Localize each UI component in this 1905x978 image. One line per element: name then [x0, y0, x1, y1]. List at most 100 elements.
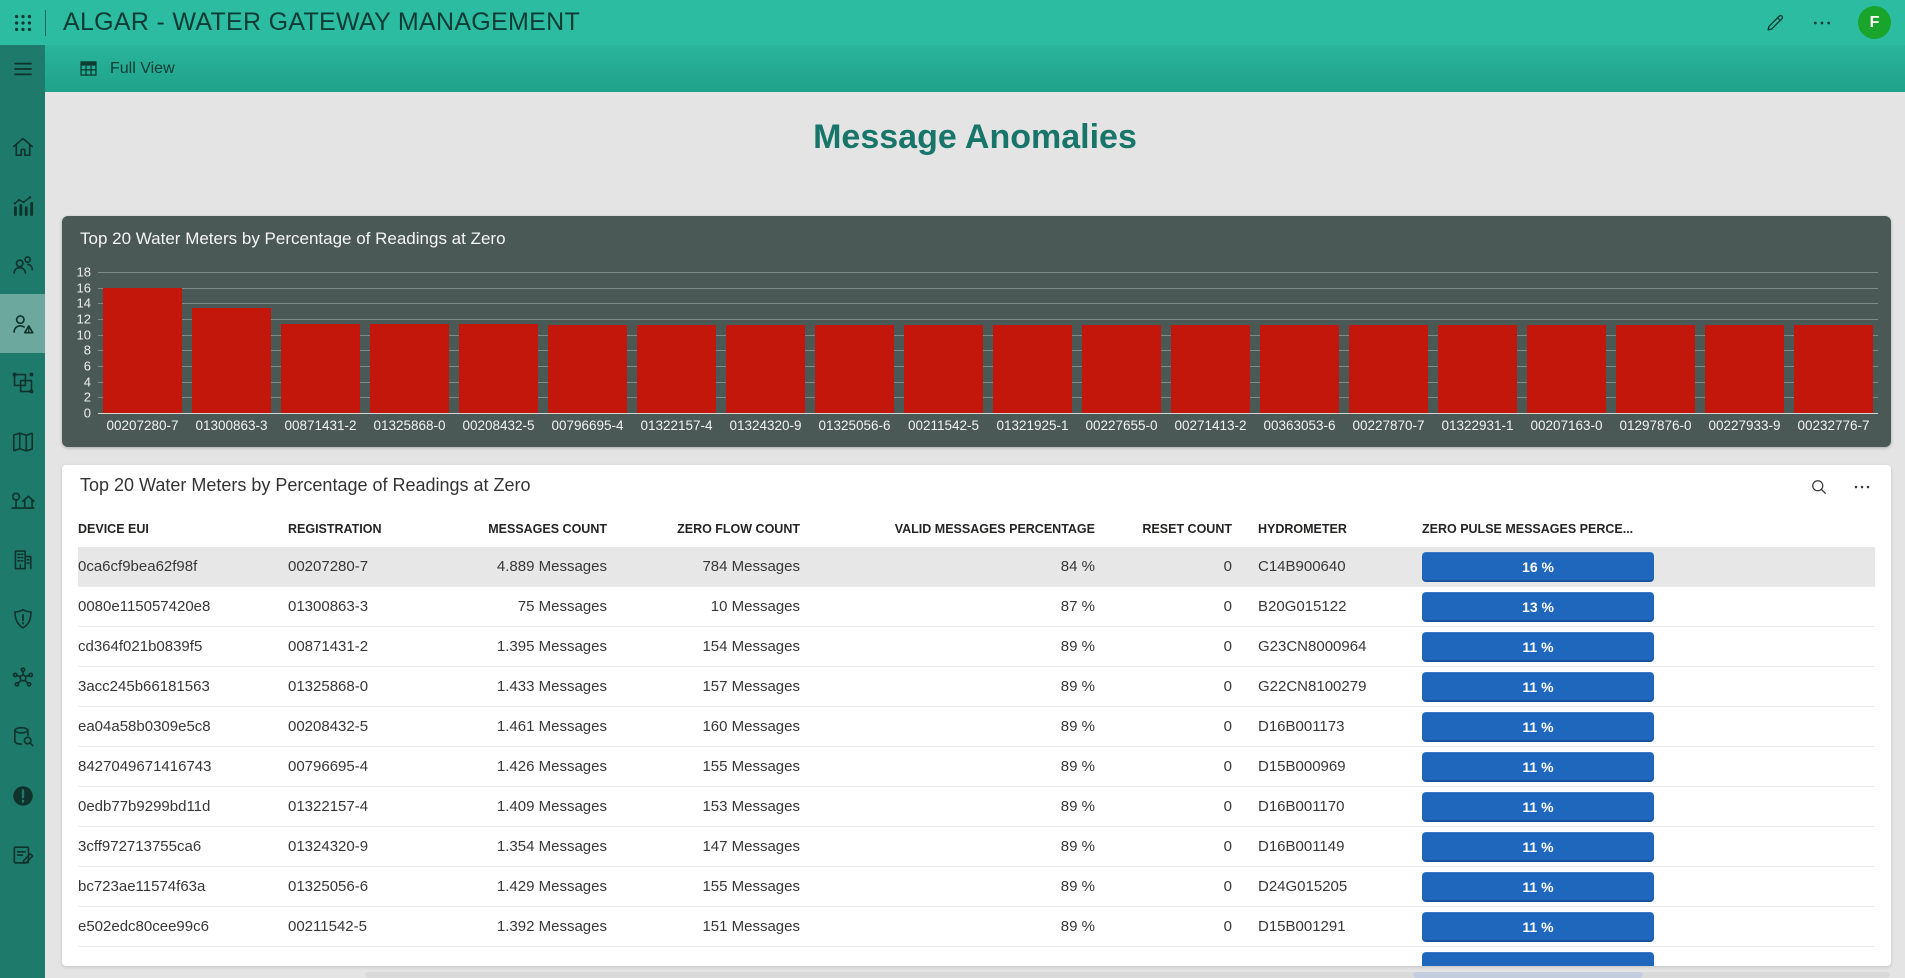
horizontal-scrollbar[interactable]: [365, 972, 1890, 978]
table-cell: 0: [1223, 638, 1232, 655]
table-cell: 155 Messages: [702, 878, 800, 895]
table-cell: D16B001173: [1258, 718, 1345, 735]
table-cell: 0: [1223, 678, 1232, 695]
chart-bar[interactable]: [1616, 325, 1695, 413]
y-axis: 18 16 14 12 10 8 6 4 2 0: [62, 265, 95, 421]
sidebar-item-notes[interactable]: [0, 825, 45, 884]
search-icon[interactable]: [1809, 477, 1829, 497]
column-header[interactable]: ZERO PULSE MESSAGES PERCE...: [1422, 522, 1634, 536]
table-row[interactable]: 0edb77b9299bd11d 01322157-4 1.409 Messages…: [78, 787, 1875, 827]
table-row[interactable]: 3cff972713755ca6 01324320-9 1.354 Messages…: [78, 827, 1875, 867]
menu-icon[interactable]: [0, 45, 45, 92]
avatar[interactable]: F: [1858, 6, 1891, 39]
column-header[interactable]: REGISTRATION: [288, 522, 382, 536]
zero-pulse-pill: 11 %: [1422, 711, 1654, 742]
chart-bar[interactable]: [192, 308, 271, 413]
table-cell: D15B001291: [1258, 918, 1346, 935]
table-row[interactable]: 0080e115057420e8 01300863-3 75 Messages 10 …: [78, 587, 1875, 627]
table-cell: 1.395 Messages: [496, 638, 607, 655]
x-axis-label: 01297876-0: [1619, 418, 1692, 433]
pencil-icon[interactable]: [1764, 12, 1786, 34]
sidebar-item-map[interactable]: [0, 412, 45, 471]
table-cell: 157 Messages: [702, 678, 800, 695]
chart-bar-slot: [1255, 272, 1344, 413]
chart-bar[interactable]: [1082, 325, 1161, 413]
chart-bar[interactable]: [1527, 325, 1606, 413]
table-row[interactable]: bc723ae11574f63a 01325056-6 1.429 Messages…: [78, 867, 1875, 907]
view-label[interactable]: Full View: [110, 59, 175, 77]
sidebar-item-data-search[interactable]: [0, 707, 45, 766]
table-cell: 0: [1223, 598, 1232, 615]
chart-bar[interactable]: [726, 325, 805, 413]
zero-pulse-pill: 11 %: [1422, 871, 1654, 902]
gridline: [98, 413, 1878, 414]
sidebar-item-user-anomalies[interactable]: [0, 294, 45, 353]
scrollbar-thumb[interactable]: [1413, 972, 1643, 978]
chart-bar[interactable]: [1260, 325, 1339, 413]
column-header[interactable]: VALID MESSAGES PERCENTAGE: [894, 522, 1095, 536]
sidebar-item-analytics[interactable]: [0, 176, 45, 235]
x-axis-label: 00227870-7: [1352, 418, 1425, 433]
gridline: [98, 381, 1878, 383]
table-card: Top 20 Water Meters by Percentage of Rea…: [62, 465, 1891, 966]
column-header[interactable]: HYDROMETER: [1258, 522, 1347, 536]
app-title: ALGAR - WATER GATEWAY MANAGEMENT: [63, 8, 581, 36]
table-cell: 75 Messages: [517, 598, 607, 615]
table-row[interactable]: 8427049671416743 00796695-4 1.426 Messages…: [78, 747, 1875, 787]
chart-bar[interactable]: [1349, 325, 1428, 413]
waffle-icon[interactable]: [0, 12, 45, 34]
more-options-icon[interactable]: [1853, 477, 1871, 497]
sidebar-item-residences[interactable]: [0, 471, 45, 530]
x-axis-label: 01325868-0: [373, 418, 446, 433]
sidebar-item-network[interactable]: [0, 648, 45, 707]
table-row[interactable]: 3acc245b66181563 01325868-0 1.433 Messages…: [78, 667, 1875, 707]
chart-bar[interactable]: [370, 324, 449, 413]
table-row-partial[interactable]: [78, 947, 1875, 966]
sidebar-item-group[interactable]: [0, 353, 45, 412]
y-axis-tick: 16: [76, 280, 91, 296]
chart-bar[interactable]: [637, 325, 716, 413]
table-row[interactable]: 0ca6cf9bea62f98f 00207280-7 4.889 Messages…: [78, 547, 1875, 587]
sidebar-item-home[interactable]: [0, 117, 45, 176]
chart-bar[interactable]: [1171, 325, 1250, 413]
sidebar-item-buildings[interactable]: [0, 530, 45, 589]
table-row[interactable]: ea04a58b0309e5c8 00208432-5 1.461 Messages…: [78, 707, 1875, 747]
chart-bar[interactable]: [103, 287, 182, 413]
chart-bar[interactable]: [1705, 325, 1784, 413]
chart-bar[interactable]: [815, 325, 894, 413]
table-cell: 0: [1223, 918, 1232, 935]
table-cell: D16B001149: [1258, 838, 1345, 855]
compose-icon: [10, 842, 36, 868]
chart-bar[interactable]: [1438, 325, 1517, 413]
chart-bar[interactable]: [1794, 325, 1873, 413]
table-cell: 1.461 Messages: [496, 718, 607, 735]
chart-bar[interactable]: [993, 325, 1072, 413]
table-cell: 89 %: [1060, 918, 1095, 935]
x-axis-label: 01300863-3: [195, 418, 268, 433]
column-header[interactable]: RESET COUNT: [1142, 522, 1232, 536]
sidebar-item-security[interactable]: [0, 589, 45, 648]
column-header[interactable]: MESSAGES COUNT: [488, 522, 607, 536]
ellipsis-icon[interactable]: [1812, 13, 1832, 33]
column-header[interactable]: ZERO FLOW COUNT: [677, 522, 800, 536]
table-cell: 0: [1223, 798, 1232, 815]
chart-bar[interactable]: [459, 324, 538, 413]
y-axis-tick: 10: [76, 327, 91, 343]
chart-bar[interactable]: [904, 325, 983, 413]
chart-bar[interactable]: [281, 324, 360, 413]
table-header-row: DEVICE EUI REGISTRATION MESSAGES COUNT ZERO…: [78, 511, 1875, 547]
sidebar-item-users[interactable]: [0, 235, 45, 294]
table-row[interactable]: e502edc80cee99c6 00211542-5 1.392 Messages…: [78, 907, 1875, 947]
home-icon: [10, 134, 36, 160]
sidebar-item-alerts[interactable]: [0, 766, 45, 825]
table-cell: cd364f021b0839f5: [78, 638, 203, 655]
table-cell: D15B000969: [1258, 758, 1346, 775]
column-header[interactable]: DEVICE EUI: [78, 522, 149, 536]
shield-alert-icon: [10, 606, 36, 632]
chart-bar-slot: [988, 272, 1077, 413]
x-axis-label: 00211542-5: [907, 418, 980, 433]
table-cell: 147 Messages: [702, 838, 800, 855]
table-row[interactable]: cd364f021b0839f5 00871431-2 1.395 Messages…: [78, 627, 1875, 667]
table-cell: 0: [1223, 558, 1232, 575]
chart-bar[interactable]: [548, 325, 627, 413]
